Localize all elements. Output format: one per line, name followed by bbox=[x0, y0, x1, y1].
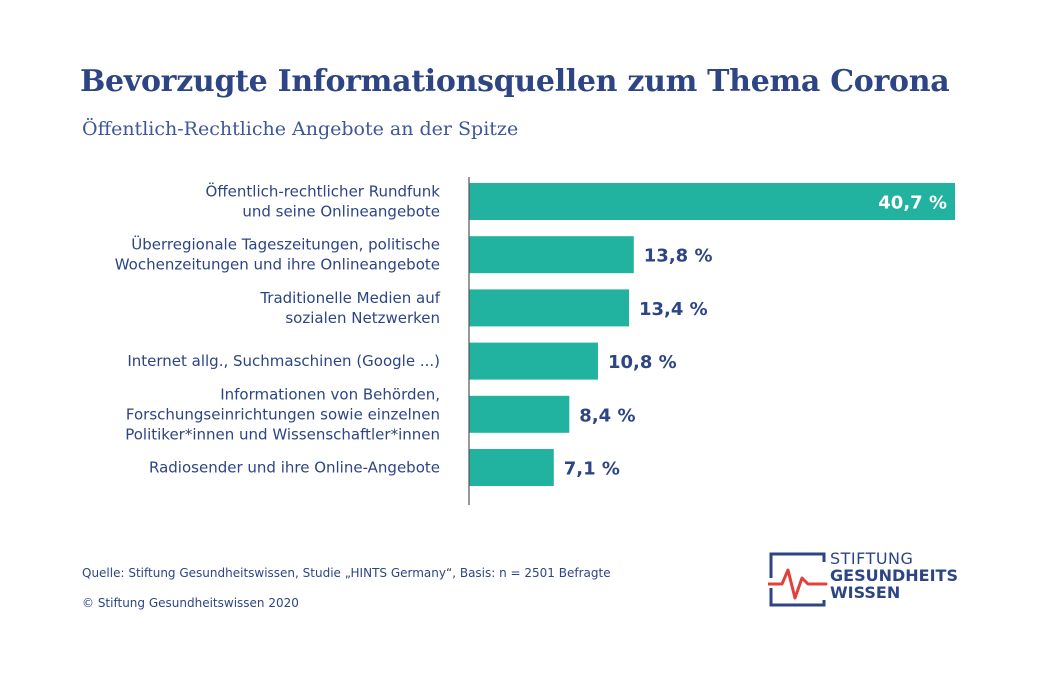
chart-subtitle: Öffentlich-Rechtliche Angebote an der Sp… bbox=[82, 118, 519, 140]
bar-2 bbox=[469, 236, 634, 274]
category-label-6: Radiosender und ihre Online-Angebote bbox=[149, 459, 440, 477]
category-label-4: Internet allg., Suchmaschinen (Google ..… bbox=[127, 352, 440, 370]
copyright-note: © Stiftung Gesundheitswissen 2020 bbox=[82, 596, 299, 610]
logo-line-2: GESUNDHEITS bbox=[830, 566, 958, 585]
bar-1 bbox=[469, 183, 955, 220]
source-note: Quelle: Stiftung Gesundheitswissen, Stud… bbox=[82, 566, 611, 580]
value-label-5: 8,4 % bbox=[579, 405, 635, 426]
category-label-2: Überregionale Tageszeitungen, politische… bbox=[115, 235, 440, 274]
pulse-logo-icon bbox=[768, 552, 828, 607]
bar-3 bbox=[469, 289, 630, 327]
value-label-4: 10,8 % bbox=[608, 352, 677, 373]
value-label-1: 40,7 % bbox=[878, 193, 947, 214]
value-label-3: 13,4 % bbox=[639, 299, 708, 320]
bar-5 bbox=[469, 395, 570, 433]
category-label-1: Öffentlich-rechtlicher Rundfunk und seine… bbox=[206, 182, 441, 221]
chart-title: Bevorzugte Informationsquellen zum Thema… bbox=[80, 64, 950, 99]
logo-line-1: STIFTUNG bbox=[830, 549, 914, 568]
category-label-3: Traditionelle Medien auf sozialen Netzwer… bbox=[259, 289, 440, 327]
value-label-6: 7,1 % bbox=[564, 459, 620, 480]
stiftung-logo: STIFTUNG GESUNDHEITS WISSEN bbox=[768, 548, 978, 610]
bar-4 bbox=[469, 342, 598, 380]
logo-line-3: WISSEN bbox=[830, 583, 901, 602]
category-label-5: Informationen von Behörden, Forschungsein… bbox=[125, 385, 440, 443]
bar-6 bbox=[469, 449, 554, 486]
value-label-2: 13,8 % bbox=[644, 246, 713, 267]
